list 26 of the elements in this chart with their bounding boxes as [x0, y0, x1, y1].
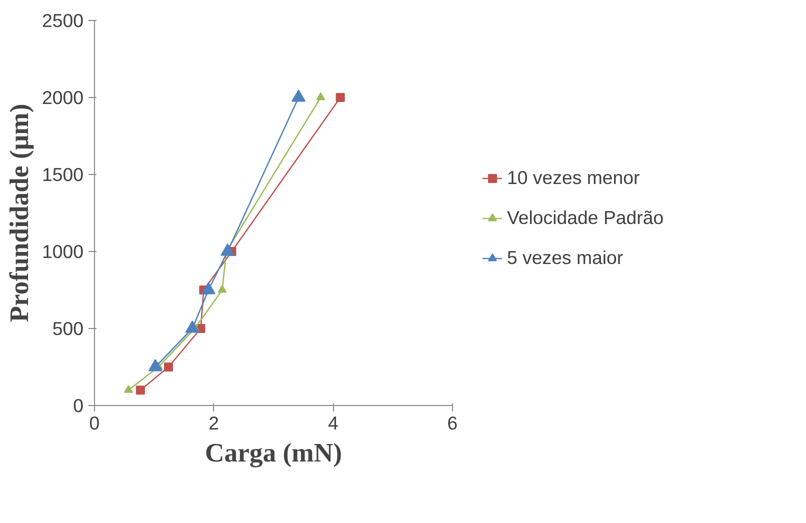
x-tick-label: 4	[328, 412, 338, 434]
point	[220, 243, 235, 256]
y-tick-label: 1000	[42, 241, 84, 262]
x-axis-title: Carga (mN)	[205, 438, 342, 468]
y-tick-label: 0	[73, 395, 84, 416]
point	[218, 284, 227, 293]
x-tick-label: 2	[208, 412, 220, 434]
point	[316, 92, 326, 100]
x-tick-label: 0	[89, 412, 100, 434]
y-tick-label: 1500	[42, 164, 84, 185]
y-axis-title: Profundidade (µm)	[4, 104, 34, 322]
point	[136, 386, 145, 395]
point	[292, 89, 306, 102]
x-tick-label: 6	[447, 412, 458, 434]
point	[336, 93, 345, 102]
y-tick-label: 2000	[42, 87, 84, 108]
legend-label: 5 vezes maior	[507, 246, 624, 268]
legend-label: 10 vezes menor	[507, 166, 640, 188]
point	[124, 384, 134, 393]
point	[148, 358, 162, 372]
y-tick-label: 2500	[42, 10, 84, 31]
y-tick-label: 500	[52, 318, 84, 339]
point	[201, 282, 216, 294]
legend-label: Velocidade Padrão	[507, 206, 664, 228]
point	[185, 320, 200, 333]
point	[164, 362, 173, 372]
